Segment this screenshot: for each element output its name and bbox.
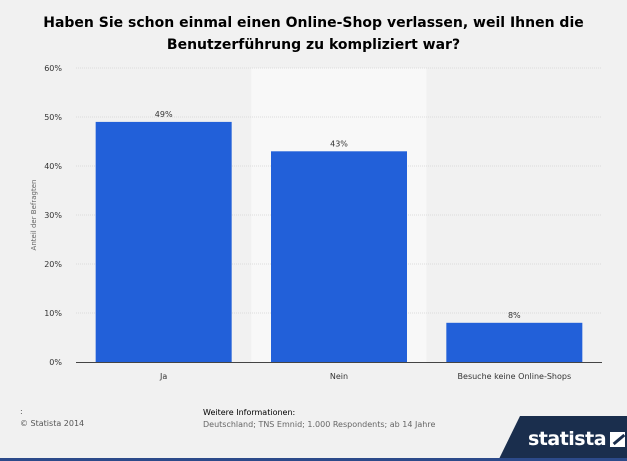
y-tick-label: 10%: [44, 309, 62, 318]
bar: [271, 151, 407, 362]
info-text: Deutschland; TNS Emnid; 1.000 Respondent…: [203, 420, 436, 429]
footer-source: : © Statista 2014: [20, 406, 84, 430]
statista-wordmark: statista: [528, 428, 607, 450]
y-tick-label: 20%: [44, 260, 62, 269]
statista-logo[interactable]: statista: [528, 428, 626, 450]
y-tick-label: 40%: [44, 162, 62, 171]
data-label: 49%: [155, 110, 173, 119]
footer-colon: :: [20, 407, 23, 416]
x-tick-label: Ja: [159, 372, 167, 381]
copyright-text: © Statista 2014: [20, 419, 85, 428]
data-label: 43%: [330, 139, 348, 148]
y-tick-label: 50%: [44, 113, 62, 122]
brand-band-shape: [498, 416, 627, 461]
bar: [446, 322, 583, 362]
y-tick-label: 0%: [49, 358, 62, 367]
x-tick-label: Besuche keine Online-Shops: [458, 372, 572, 381]
y-axis-label: Anteil der Befragten: [30, 180, 38, 251]
chart-title: Haben Sie schon einmal einen Online-Shop…: [43, 15, 584, 53]
x-tick-label: Nein: [330, 372, 348, 381]
y-tick-label: 60%: [44, 64, 62, 73]
statista-logo-icon: [610, 431, 626, 447]
footer-info: Weitere Informationen: Deutschland; TNS …: [203, 407, 435, 431]
brand-band-accent: [0, 458, 627, 461]
data-label: 8%: [508, 311, 521, 320]
info-heading[interactable]: Weitere Informationen:: [203, 408, 296, 417]
bar: [95, 121, 232, 363]
y-tick-label: 30%: [44, 211, 62, 220]
